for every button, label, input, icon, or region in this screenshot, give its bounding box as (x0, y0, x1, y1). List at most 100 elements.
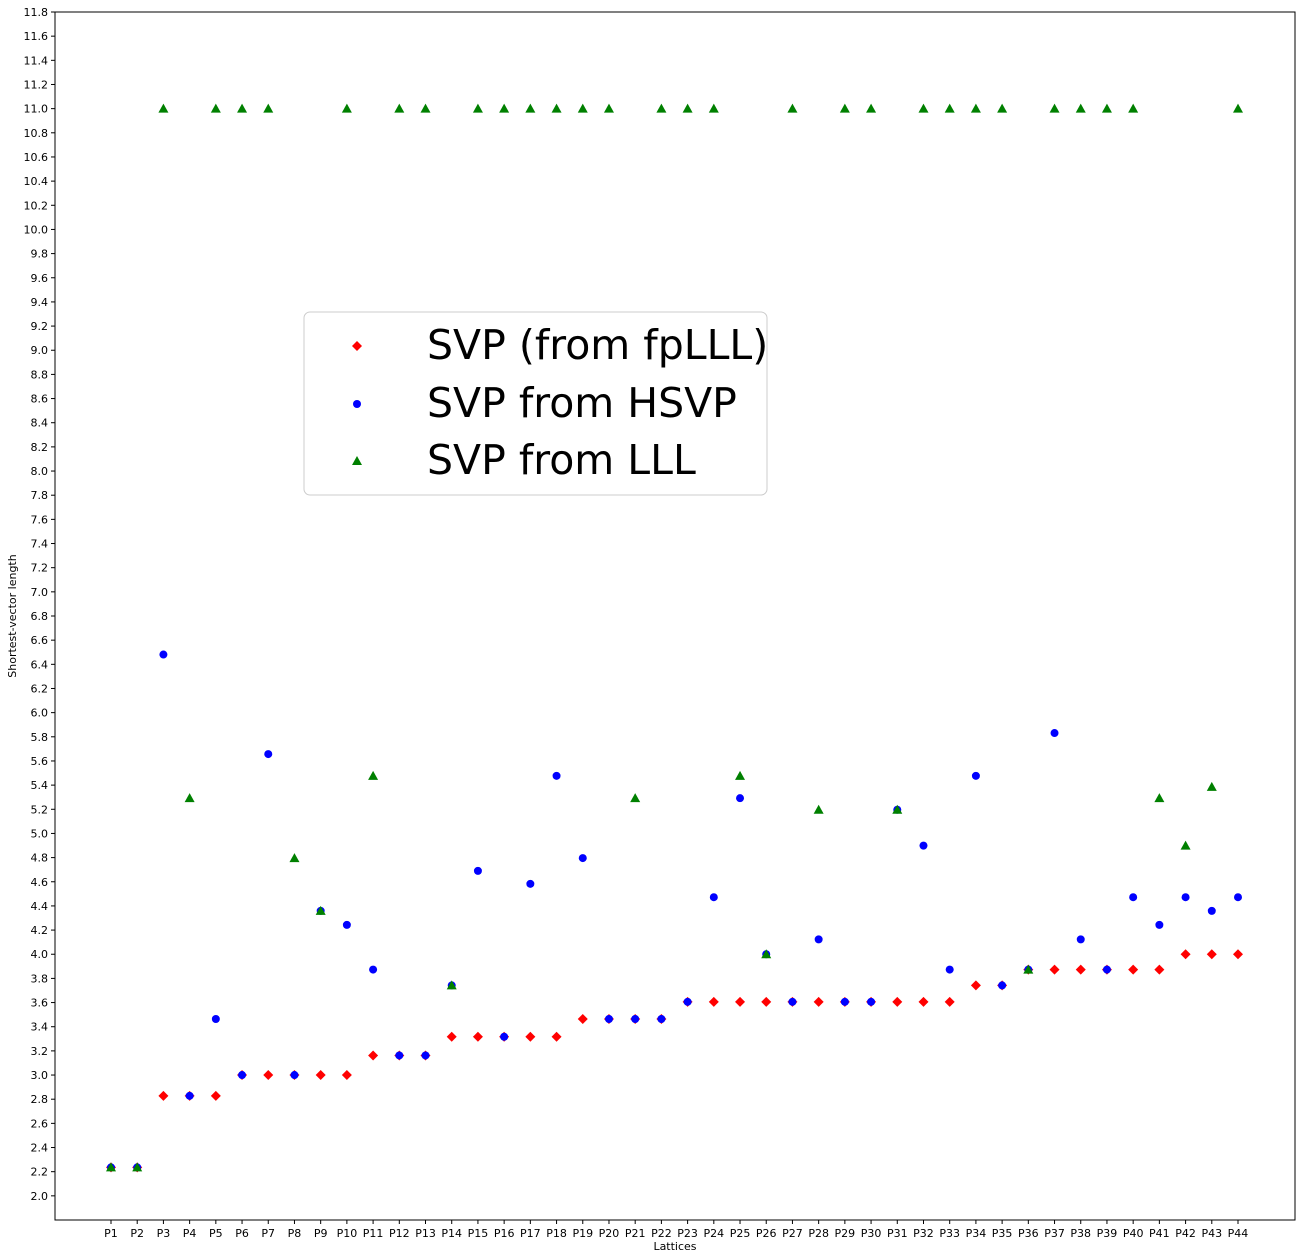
data-point-circle (998, 981, 1007, 990)
y-tick-label: 8.8 (31, 368, 49, 381)
data-point-diamond (944, 996, 955, 1007)
y-tick-label: 5.0 (31, 827, 49, 840)
data-point-diamond (446, 1031, 457, 1042)
data-point-circle (709, 893, 718, 902)
x-tick-label: P44 (1228, 1227, 1249, 1240)
data-point-diamond (1049, 964, 1060, 975)
data-point-circle (1076, 935, 1085, 944)
data-point-circle (159, 650, 168, 659)
data-point-diamond (918, 996, 929, 1007)
data-point-triangle (210, 103, 221, 113)
data-point-diamond (892, 996, 903, 1007)
y-tick-label: 9.2 (31, 320, 49, 333)
data-point-triangle (420, 103, 431, 113)
data-point-circle (971, 771, 980, 780)
data-marks (106, 103, 1243, 1173)
data-point-triangle (1154, 793, 1165, 803)
y-tick-label: 4.6 (31, 876, 49, 889)
data-point-circle (867, 997, 876, 1006)
data-point-triangle (708, 103, 719, 113)
data-point-diamond (735, 996, 746, 1007)
data-point-circle (395, 1051, 404, 1060)
data-point-triangle (525, 103, 536, 113)
y-tick-label: 4.0 (31, 948, 49, 961)
data-point-triangle (577, 103, 588, 113)
legend-marker-triangle (352, 456, 362, 465)
x-tick-label: P20 (599, 1227, 620, 1240)
data-point-triangle (106, 1162, 116, 1172)
data-point-triangle (132, 1162, 143, 1172)
data-point-triangle (892, 804, 903, 814)
y-tick-label: 2.0 (31, 1190, 49, 1203)
data-point-triangle (630, 793, 641, 803)
data-point-triangle (499, 103, 510, 113)
y-tick-label: 3.0 (31, 1069, 49, 1082)
data-point-triangle (997, 103, 1008, 113)
y-tick-label: 5.8 (31, 731, 49, 744)
data-point-triangle (918, 103, 929, 113)
x-tick-label: P1 (104, 1227, 118, 1240)
x-tick-label: P11 (363, 1227, 384, 1240)
data-point-triangle (368, 770, 379, 780)
data-point-triangle (394, 103, 405, 113)
x-tick-label: P42 (1175, 1227, 1196, 1240)
legend-entry-fplll: SVP (from fpLLL) (352, 321, 768, 369)
y-tick-label: 2.2 (31, 1166, 49, 1179)
x-tick-label: P28 (808, 1227, 829, 1240)
data-point-triangle (341, 103, 352, 113)
x-axis: P1 P2 P3 P4 P5 P6 P7 P8 P9 P10 P11 P12 P13 P14 P15 P16 P… (104, 1220, 1248, 1240)
data-point-diamond (1128, 964, 1139, 975)
data-point-circle (1234, 893, 1242, 902)
x-tick-label: P9 (314, 1227, 328, 1240)
data-point-circle (552, 771, 561, 780)
x-tick-label: P22 (651, 1227, 672, 1240)
data-point-diamond (1180, 949, 1191, 960)
data-point-circle (526, 879, 535, 888)
y-tick-label: 9.8 (31, 248, 49, 261)
y-tick-label: 3.8 (31, 972, 49, 985)
x-tick-label: P33 (939, 1227, 960, 1240)
data-point-triangle (970, 103, 981, 113)
data-point-diamond (551, 1031, 562, 1042)
y-tick-label: 6.6 (31, 634, 49, 647)
data-point-diamond (708, 996, 719, 1007)
x-tick-label: P15 (468, 1227, 489, 1240)
x-tick-label: P18 (546, 1227, 567, 1240)
y-tick-label: 10.2 (24, 199, 49, 212)
x-tick-label: P23 (677, 1227, 698, 1240)
y-tick-label: 2.4 (31, 1142, 49, 1155)
x-tick-label: P35 (992, 1227, 1013, 1240)
x-tick-label: P2 (130, 1227, 144, 1240)
data-point-circle (657, 1014, 666, 1023)
data-point-diamond (315, 1070, 326, 1081)
data-point-diamond (970, 980, 981, 991)
data-point-triangle (1101, 103, 1112, 113)
data-point-diamond (1206, 949, 1217, 960)
legend-marker-diamond (352, 341, 362, 351)
data-point-circle (238, 1071, 247, 1080)
x-tick-label: P39 (1097, 1227, 1118, 1240)
x-tick-label: P13 (415, 1227, 436, 1240)
x-tick-label: P10 (337, 1227, 358, 1240)
y-tick-label: 7.2 (31, 562, 49, 575)
data-point-triangle (866, 103, 877, 113)
data-point-triangle (184, 793, 195, 803)
data-point-triangle (761, 949, 772, 959)
data-point-circle (1050, 729, 1059, 738)
legend-label: SVP from LLL (427, 436, 696, 484)
legend-label: SVP (from fpLLL) (427, 321, 768, 369)
x-tick-label: P38 (1070, 1227, 1091, 1240)
y-tick-label: 6.2 (31, 682, 49, 695)
data-point-diamond (472, 1031, 483, 1042)
data-point-circle (1129, 893, 1138, 902)
x-tick-label: P16 (494, 1227, 515, 1240)
x-tick-label: P32 (913, 1227, 934, 1240)
y-tick-label: 11.6 (24, 30, 49, 43)
y-tick-label: 7.8 (31, 489, 49, 502)
x-tick-label: P29 (835, 1227, 856, 1240)
data-point-triangle (1233, 103, 1243, 113)
legend-label: SVP from HSVP (427, 379, 737, 427)
data-point-circle (736, 794, 745, 803)
data-point-diamond (158, 1090, 169, 1101)
